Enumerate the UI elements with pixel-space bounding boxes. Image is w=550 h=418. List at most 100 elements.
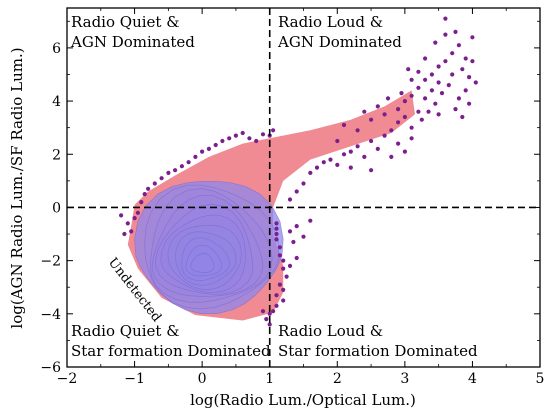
point-55 bbox=[294, 189, 299, 194]
point-78 bbox=[402, 149, 407, 154]
scatter-points bbox=[119, 16, 478, 327]
x-tick-label-0: −2 bbox=[57, 371, 78, 387]
quad-br-line2: Star formation Dominated bbox=[278, 342, 478, 360]
point-47 bbox=[287, 229, 293, 234]
point-97 bbox=[443, 16, 448, 21]
point-57 bbox=[308, 170, 313, 175]
density-contour-0 bbox=[134, 180, 284, 314]
point-33 bbox=[277, 253, 282, 258]
point-109 bbox=[456, 96, 461, 101]
density-contour-10 bbox=[190, 253, 215, 273]
point-102 bbox=[439, 91, 445, 96]
point-125 bbox=[467, 101, 472, 106]
point-11 bbox=[166, 170, 171, 175]
y-tick-label-0: −6 bbox=[40, 360, 61, 376]
point-124 bbox=[473, 80, 478, 85]
point-110 bbox=[463, 88, 468, 93]
point-89 bbox=[423, 77, 428, 82]
point-111 bbox=[470, 59, 475, 64]
point-120 bbox=[362, 109, 367, 114]
quadrant-label-top-left: Radio Quiet & AGN Dominated bbox=[70, 13, 195, 51]
quad-bl-line2: Star formation Dominated bbox=[71, 342, 271, 360]
point-20 bbox=[227, 136, 232, 141]
point-86 bbox=[402, 99, 407, 104]
point-82 bbox=[355, 128, 360, 133]
density-contour-7 bbox=[175, 231, 237, 286]
quad-tr-line2: AGN Dominated bbox=[277, 33, 402, 51]
point-19 bbox=[220, 138, 225, 144]
point-50 bbox=[301, 234, 306, 239]
point-67 bbox=[375, 146, 380, 151]
divider-lines bbox=[67, 8, 540, 367]
point-75 bbox=[348, 165, 353, 170]
point-116 bbox=[443, 32, 448, 37]
point-38 bbox=[281, 287, 286, 292]
density-contours bbox=[127, 90, 416, 321]
point-34 bbox=[281, 258, 286, 263]
y-tick-label-4: 2 bbox=[52, 147, 61, 163]
point-126 bbox=[436, 112, 441, 117]
x-tick-label-6: 4 bbox=[468, 371, 477, 387]
point-0 bbox=[119, 213, 124, 218]
density-contour-1 bbox=[144, 184, 280, 310]
point-95 bbox=[463, 56, 468, 61]
quad-bl-line1: Radio Quiet & bbox=[71, 322, 180, 340]
point-69 bbox=[389, 128, 394, 133]
point-115 bbox=[433, 40, 438, 45]
point-63 bbox=[348, 149, 353, 154]
y-tick-label-1: −4 bbox=[40, 307, 61, 323]
point-79 bbox=[409, 136, 414, 141]
axis-ticks: −2 −1 0 1 2 3 4 5 −6 −4 −2 0 2 4 6 bbox=[40, 8, 544, 387]
point-93 bbox=[450, 51, 455, 56]
quad-tl-line2: AGN Dominated bbox=[70, 33, 195, 51]
point-60 bbox=[328, 157, 333, 162]
x-tick-label-1: −1 bbox=[124, 371, 145, 387]
x-tick-label-3: 1 bbox=[265, 371, 274, 387]
point-48 bbox=[291, 239, 296, 245]
quad-tr-line1: Radio Loud & bbox=[278, 13, 383, 31]
point-51 bbox=[294, 255, 299, 261]
point-90 bbox=[429, 72, 434, 77]
point-15 bbox=[193, 154, 198, 159]
point-65 bbox=[362, 154, 367, 159]
point-80 bbox=[335, 138, 340, 144]
point-105 bbox=[419, 117, 424, 122]
point-9 bbox=[152, 181, 157, 186]
point-76 bbox=[389, 154, 394, 159]
point-54 bbox=[287, 197, 293, 202]
point-64 bbox=[355, 144, 360, 149]
point-37 bbox=[277, 282, 282, 287]
point-106 bbox=[429, 88, 434, 93]
x-axis-label: log(Radio Lum./Optical Lum.) bbox=[190, 391, 416, 409]
point-29 bbox=[274, 226, 279, 231]
quadrant-label-top-right: Radio Loud & AGN Dominated bbox=[277, 13, 402, 51]
point-17 bbox=[206, 146, 211, 151]
y-tick-label-2: −2 bbox=[40, 254, 61, 270]
point-104 bbox=[426, 109, 431, 114]
point-96 bbox=[470, 35, 475, 40]
y-tick-label-6: 6 bbox=[52, 41, 61, 57]
quad-br-line1: Radio Loud & bbox=[278, 322, 383, 340]
point-30 bbox=[274, 231, 279, 237]
point-1 bbox=[125, 221, 130, 226]
point-112 bbox=[423, 56, 428, 61]
point-43 bbox=[267, 311, 272, 316]
point-24 bbox=[254, 138, 259, 144]
point-73 bbox=[416, 109, 421, 114]
point-94 bbox=[456, 43, 461, 48]
point-83 bbox=[369, 117, 374, 122]
point-119 bbox=[375, 104, 380, 109]
density-contour-9 bbox=[185, 244, 223, 277]
point-31 bbox=[274, 237, 279, 242]
point-107 bbox=[436, 80, 441, 85]
point-44 bbox=[264, 317, 269, 322]
point-113 bbox=[416, 69, 421, 74]
point-103 bbox=[433, 101, 438, 106]
point-99 bbox=[460, 67, 465, 72]
point-6 bbox=[139, 200, 144, 205]
point-21 bbox=[233, 133, 238, 138]
quadrant-label-bottom-right: Radio Loud & Star formation Dominated bbox=[278, 322, 478, 360]
plot-frame bbox=[66, 7, 541, 368]
point-14 bbox=[186, 160, 191, 165]
